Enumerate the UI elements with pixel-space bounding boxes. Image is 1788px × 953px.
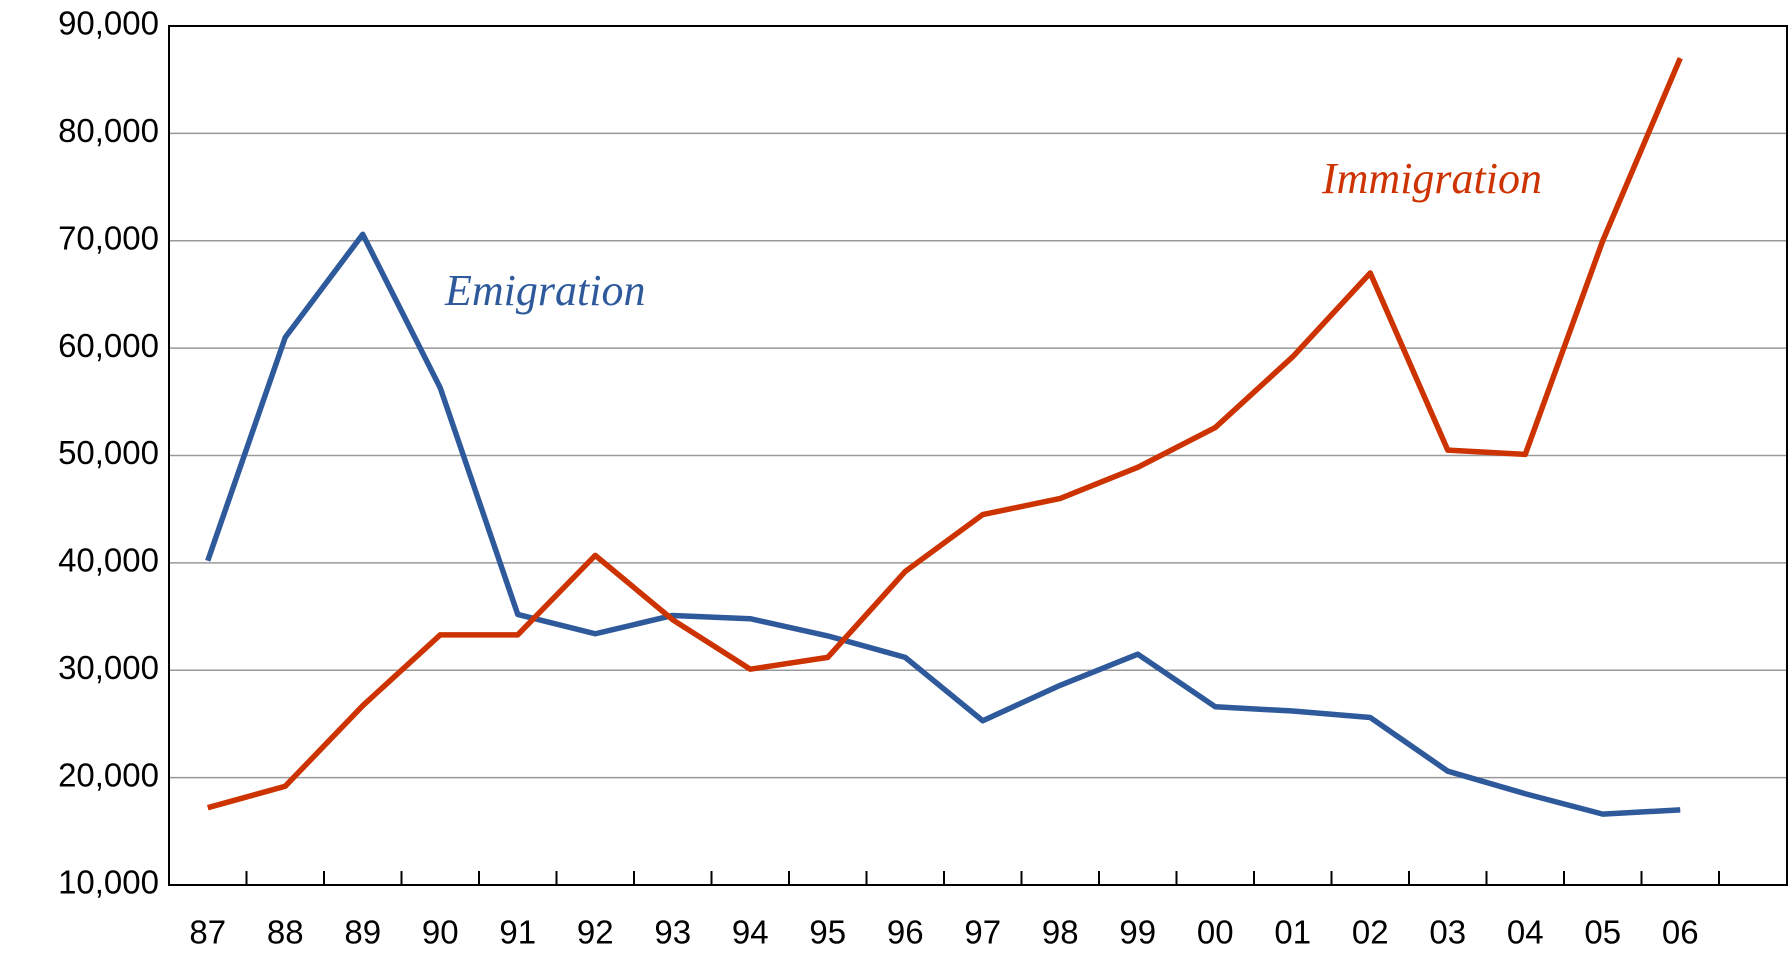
x-tick-label: 95	[809, 914, 846, 951]
x-tick-label: 94	[732, 914, 769, 951]
x-tick-label: 89	[344, 914, 381, 951]
x-tick-label: 92	[577, 914, 614, 951]
y-tick-label: 80,000	[58, 112, 159, 149]
y-tick-label: 30,000	[58, 649, 159, 686]
x-tick-label: 00	[1197, 914, 1234, 951]
x-tick-label: 96	[887, 914, 924, 951]
series-label: Emigration	[444, 266, 645, 315]
y-tick-label: 10,000	[58, 864, 159, 901]
y-tick-label: 50,000	[58, 434, 159, 471]
x-tick-label: 06	[1662, 914, 1699, 951]
x-tick-label: 03	[1429, 914, 1466, 951]
x-tick-label: 93	[654, 914, 691, 951]
x-tick-label: 05	[1584, 914, 1621, 951]
x-tick-label: 90	[422, 914, 459, 951]
x-tick-label: 01	[1274, 914, 1311, 951]
series-line	[205, 231, 1681, 817]
x-tick-label: 87	[189, 914, 226, 951]
series-label: Immigration	[1321, 154, 1542, 203]
x-tick-label: 04	[1507, 914, 1544, 951]
plot-frame	[168, 25, 1788, 886]
y-tick-label: 90,000	[58, 5, 159, 42]
y-tick-label: 70,000	[58, 219, 159, 256]
series-line	[207, 57, 1683, 811]
x-tick-label: 99	[1119, 914, 1156, 951]
y-tick-label: 20,000	[58, 756, 159, 793]
y-tick-label: 60,000	[58, 327, 159, 364]
y-tick-label: 40,000	[58, 542, 159, 579]
x-tick-label: 98	[1042, 914, 1079, 951]
x-tick-label: 88	[267, 914, 304, 951]
x-tick-label: 91	[499, 914, 536, 951]
x-tick-label: 97	[964, 914, 1001, 951]
x-tick-label: 02	[1352, 914, 1389, 951]
